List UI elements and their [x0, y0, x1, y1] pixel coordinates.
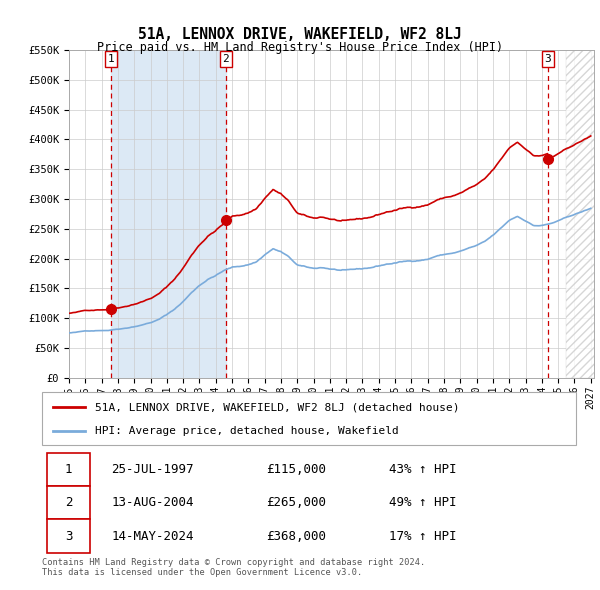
Text: 14-MAY-2024: 14-MAY-2024: [112, 529, 194, 543]
Text: 43% ↑ HPI: 43% ↑ HPI: [389, 463, 457, 477]
FancyBboxPatch shape: [47, 486, 90, 520]
FancyBboxPatch shape: [42, 392, 576, 445]
Text: 51A, LENNOX DRIVE, WAKEFIELD, WF2 8LJ (detached house): 51A, LENNOX DRIVE, WAKEFIELD, WF2 8LJ (d…: [95, 402, 460, 412]
Text: 25-JUL-1997: 25-JUL-1997: [112, 463, 194, 477]
Text: £115,000: £115,000: [266, 463, 326, 477]
Text: £368,000: £368,000: [266, 529, 326, 543]
Text: £265,000: £265,000: [266, 496, 326, 510]
Text: Price paid vs. HM Land Registry's House Price Index (HPI): Price paid vs. HM Land Registry's House …: [97, 41, 503, 54]
Text: 13-AUG-2004: 13-AUG-2004: [112, 496, 194, 510]
Text: 3: 3: [544, 54, 551, 64]
Text: 2: 2: [65, 496, 73, 510]
Text: HPI: Average price, detached house, Wakefield: HPI: Average price, detached house, Wake…: [95, 425, 399, 435]
Text: 2: 2: [223, 54, 229, 64]
Text: 49% ↑ HPI: 49% ↑ HPI: [389, 496, 457, 510]
Text: Contains HM Land Registry data © Crown copyright and database right 2024.
This d: Contains HM Land Registry data © Crown c…: [42, 558, 425, 577]
Bar: [111, 50, 226, 378]
Text: 3: 3: [65, 529, 73, 543]
FancyBboxPatch shape: [47, 520, 90, 552]
FancyBboxPatch shape: [47, 453, 90, 486]
Text: 1: 1: [107, 54, 114, 64]
Text: 51A, LENNOX DRIVE, WAKEFIELD, WF2 8LJ: 51A, LENNOX DRIVE, WAKEFIELD, WF2 8LJ: [138, 27, 462, 41]
Text: 17% ↑ HPI: 17% ↑ HPI: [389, 529, 457, 543]
Text: 1: 1: [65, 463, 73, 477]
